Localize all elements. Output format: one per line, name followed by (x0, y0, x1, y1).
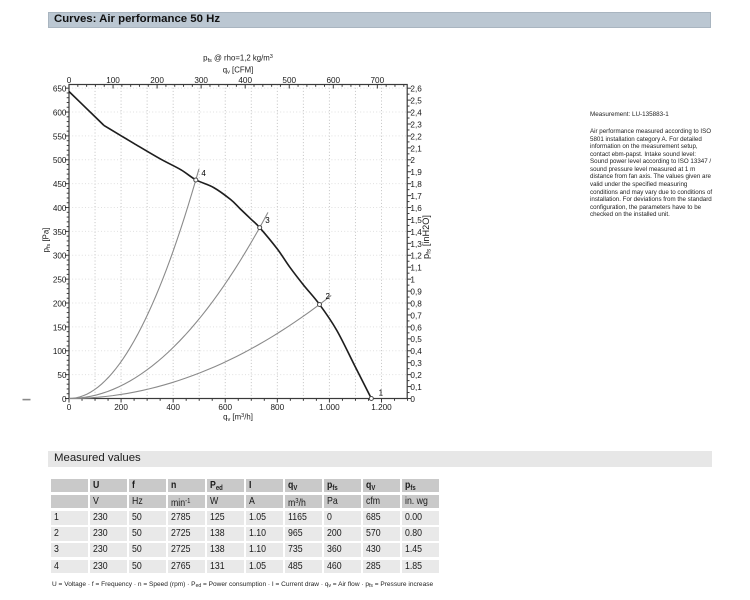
svg-text:500: 500 (53, 156, 67, 165)
svg-text:0,6: 0,6 (410, 323, 422, 332)
svg-text:2: 2 (326, 292, 331, 301)
svg-text:1,9: 1,9 (410, 168, 422, 177)
svg-text:0: 0 (67, 403, 72, 412)
svg-text:3: 3 (265, 216, 270, 225)
svg-text:600: 600 (53, 108, 67, 117)
svg-text:150: 150 (53, 323, 67, 332)
svg-text:2,3: 2,3 (410, 120, 422, 129)
svg-text:300: 300 (194, 76, 208, 85)
svg-text:2: 2 (410, 156, 415, 165)
svg-text:250: 250 (53, 276, 67, 285)
svg-text:0,2: 0,2 (410, 371, 422, 380)
svg-text:0: 0 (62, 395, 67, 404)
svg-text:400: 400 (53, 204, 67, 213)
svg-text:0,9: 0,9 (410, 287, 422, 296)
svg-text:qv [m3/h]: qv [m3/h] (223, 413, 253, 423)
svg-text:500: 500 (282, 76, 296, 85)
svg-text:550: 550 (53, 132, 67, 141)
svg-text:200: 200 (114, 403, 128, 412)
svg-text:1,4: 1,4 (410, 228, 422, 237)
svg-text:pfs [inH2O]: pfs [inH2O] (421, 215, 433, 259)
svg-text:0,3: 0,3 (410, 359, 422, 368)
svg-text:800: 800 (271, 403, 285, 412)
svg-text:350: 350 (53, 228, 67, 237)
svg-text:600: 600 (326, 76, 340, 85)
svg-text:600: 600 (218, 403, 232, 412)
svg-text:qv [CFM]: qv [CFM] (223, 65, 254, 75)
svg-text:4: 4 (201, 169, 206, 178)
svg-text:0: 0 (410, 395, 415, 404)
svg-text:1,1: 1,1 (410, 264, 422, 273)
svg-text:0,4: 0,4 (410, 347, 422, 356)
svg-text:2,1: 2,1 (410, 144, 422, 153)
svg-text:0: 0 (67, 76, 72, 85)
svg-text:2,4: 2,4 (410, 108, 422, 117)
svg-text:1,5: 1,5 (410, 216, 422, 225)
svg-text:650: 650 (53, 85, 67, 94)
svg-text:200: 200 (53, 299, 67, 308)
svg-text:100: 100 (106, 76, 120, 85)
svg-text:0,8: 0,8 (410, 299, 422, 308)
svg-text:1: 1 (410, 276, 415, 285)
svg-text:pfs [Pa]: pfs [Pa] (42, 228, 52, 253)
svg-text:50: 50 (57, 371, 67, 380)
svg-text:400: 400 (238, 76, 252, 85)
svg-text:1,6: 1,6 (410, 204, 422, 213)
svg-text:300: 300 (53, 252, 67, 261)
svg-text:200: 200 (150, 76, 164, 85)
svg-text:400: 400 (166, 403, 180, 412)
svg-text:2,5: 2,5 (410, 97, 422, 106)
svg-text:2,2: 2,2 (410, 132, 422, 141)
svg-text:1,8: 1,8 (410, 180, 422, 189)
svg-text:100: 100 (53, 347, 67, 356)
svg-text:0,5: 0,5 (410, 335, 422, 344)
svg-text:1,3: 1,3 (410, 240, 422, 249)
svg-text:0,1: 0,1 (410, 383, 422, 392)
svg-text:pfs @ rho=1,2 kg/m3: pfs @ rho=1,2 kg/m3 (203, 54, 273, 64)
svg-text:450: 450 (53, 180, 67, 189)
svg-text:1,2: 1,2 (410, 252, 422, 261)
svg-text:0,7: 0,7 (410, 311, 422, 320)
svg-text:1: 1 (379, 389, 384, 398)
svg-text:1.200: 1.200 (371, 403, 392, 412)
svg-text:700: 700 (371, 76, 385, 85)
svg-text:1.000: 1.000 (319, 403, 340, 412)
svg-text:2,6: 2,6 (410, 85, 422, 94)
svg-text:1,7: 1,7 (410, 192, 422, 201)
